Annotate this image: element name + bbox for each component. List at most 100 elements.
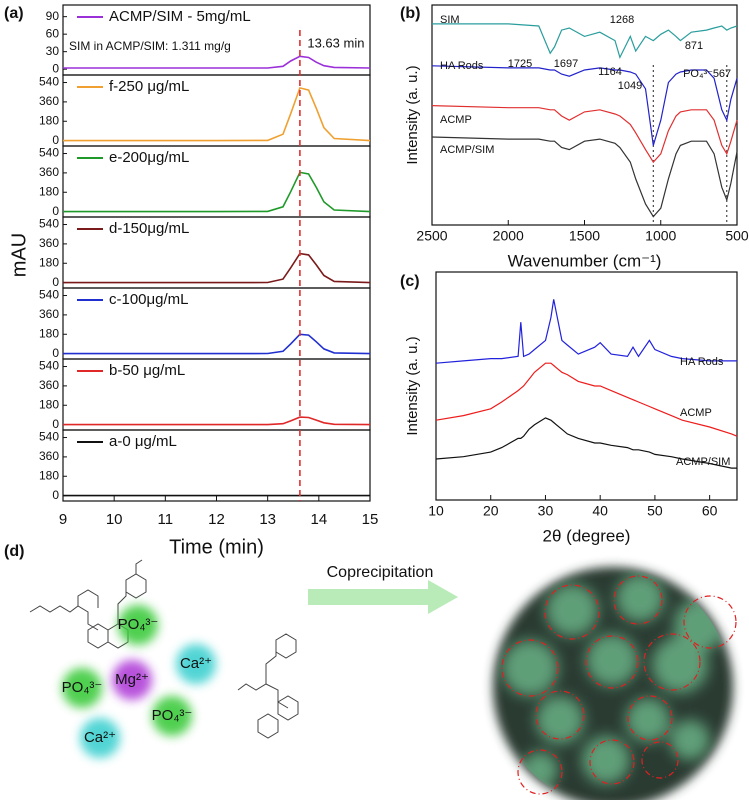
retention-label: 13.63 min (307, 35, 364, 50)
x-axis-label: Wavenumber (cm⁻¹) (508, 251, 662, 270)
y-tick-label: 180 (39, 397, 59, 411)
y-tick-label: 540 (39, 430, 59, 444)
x-tick-label: 1000 (645, 228, 676, 244)
series-label: SIM (440, 14, 460, 26)
y-tick-label: 0 (52, 204, 59, 218)
y-tick-label: 180 (39, 468, 59, 482)
y-tick-label: 360 (39, 236, 59, 250)
ion-blob (118, 605, 158, 645)
ion-blob (62, 668, 102, 708)
spectrum-line (435, 362, 738, 437)
spectrum-line (431, 65, 738, 146)
y-tick-label: 0 (52, 61, 59, 75)
x-tick-label: 60 (702, 503, 718, 519)
panel-label: (b) (400, 5, 420, 22)
y-tick-label: 360 (39, 449, 59, 463)
x-tick-label: 500 (725, 228, 749, 244)
spectrum-line (435, 299, 737, 364)
y-tick-label: 360 (39, 307, 59, 321)
x-tick-label: 10 (428, 503, 444, 519)
ion-blob (112, 660, 152, 700)
x-tick-label: 2500 (416, 228, 447, 244)
ion-label: PO₄³⁻ (152, 707, 193, 724)
plot-frame (435, 271, 738, 501)
y-tick-label: 540 (39, 359, 59, 373)
series-label: ACMP (440, 114, 472, 126)
y-tick-label: 30 (46, 44, 60, 58)
tem-sphere (493, 567, 737, 800)
chromatogram-line (63, 333, 371, 355)
panel-label: (d) (4, 543, 24, 560)
y-tick-label: 360 (39, 165, 59, 179)
x-tick-label: 50 (647, 503, 663, 519)
ion-blob (176, 644, 216, 684)
x-tick-label: 10 (106, 511, 123, 528)
panel-label: (c) (400, 273, 420, 290)
x-tick-label: 12 (208, 511, 225, 528)
ion-blob (80, 718, 120, 758)
y-tick-label: 0 (52, 346, 59, 360)
chromatogram-line (63, 252, 371, 284)
x-tick-label: 40 (592, 503, 608, 519)
x-tick-label: 20 (483, 503, 499, 519)
y-axis-label: Intensity (a. u.) (404, 65, 421, 164)
spectrum-line (432, 23, 738, 60)
y-tick-label: 0 (52, 417, 59, 431)
series-label: ACMP/SIM (440, 144, 494, 156)
y-axis-label: mAU (8, 233, 30, 277)
x-tick-label: 13 (259, 511, 276, 528)
x-tick-label: 2000 (493, 228, 524, 244)
chromatogram-line (63, 171, 371, 213)
y-tick-label: 180 (39, 326, 59, 340)
series-label: HA Rods (440, 60, 484, 72)
peak-annotation: 871 (685, 40, 703, 52)
y-tick-label: 90 (46, 9, 60, 23)
x-tick-label: 1500 (569, 228, 600, 244)
x-tick-label: 11 (158, 511, 174, 528)
spectrum-line (431, 136, 738, 218)
legend-label: d-150μg/mL (109, 220, 189, 237)
y-tick-label: 60 (46, 26, 60, 40)
legend-label: a-0 μg/mL (109, 433, 177, 450)
x-axis-label: Time (min) (169, 536, 264, 558)
peak-annotation: 1268 (610, 14, 634, 26)
panel-label: (a) (4, 5, 24, 22)
ion-label: Ca²⁺ (84, 729, 116, 746)
y-tick-label: 0 (52, 275, 59, 289)
legend-label: b-50 μg/mL (109, 362, 185, 379)
ion-label: PO₄³⁻ (62, 679, 103, 696)
y-tick-label: 360 (39, 378, 59, 392)
spectrum-line (431, 105, 738, 164)
y-tick-label: 540 (39, 288, 59, 302)
peak-annotation: 567 (713, 68, 731, 80)
y-tick-label: 0 (52, 488, 59, 502)
y-tick-label: 180 (39, 113, 59, 127)
x-tick-label: 30 (538, 503, 554, 519)
x-tick-label: 9 (59, 511, 67, 528)
y-tick-label: 540 (39, 217, 59, 231)
ion-label: PO₄³⁻ (118, 616, 159, 633)
series-label: HA Rods (680, 356, 724, 368)
ion-label: Mg²⁺ (115, 671, 149, 688)
chromatogram-line (63, 416, 371, 426)
molecule (29, 559, 299, 739)
legend-label: c-100μg/mL (109, 291, 189, 308)
y-tick-label: 180 (39, 255, 59, 269)
plot-frame (431, 4, 738, 226)
y-tick-label: 360 (39, 94, 59, 108)
peak-annotation: 1725 (508, 58, 532, 70)
legend-label: e-200μg/mL (109, 149, 189, 166)
chromatogram-line (63, 55, 371, 69)
x-axis-label: 2θ (degree) (543, 526, 631, 545)
y-tick-label: 540 (39, 75, 59, 89)
ion-label: Ca²⁺ (180, 655, 212, 672)
peak-annotation: 1697 (554, 58, 578, 70)
arrow (308, 580, 458, 614)
ion-blob (152, 696, 192, 736)
peak-annotation: PO₄³⁻ (683, 68, 713, 80)
annotation: SIM in ACMP/SIM: 1.311 mg/g (69, 39, 231, 53)
legend-label: f-250 μg/mL (109, 78, 189, 95)
peak-annotation: 1049 (618, 80, 642, 92)
y-tick-label: 540 (39, 146, 59, 160)
